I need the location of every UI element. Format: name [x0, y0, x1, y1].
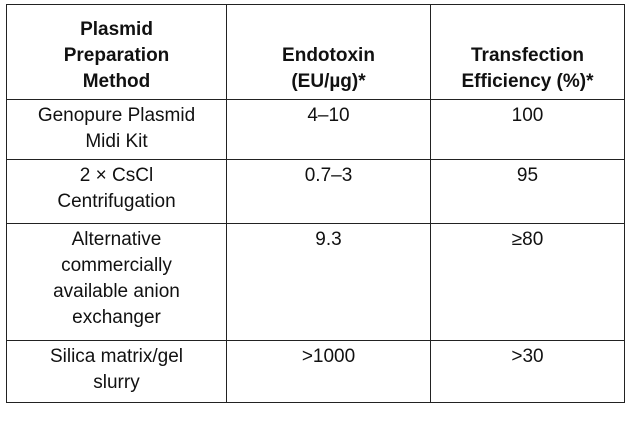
efficiency-cell: >30: [430, 340, 625, 403]
endotoxin-cell: 9.3: [226, 223, 431, 341]
table-row: Alternative commercially available anion…: [6, 223, 625, 341]
method-line: slurry: [93, 372, 140, 393]
table-body: Genopure Plasmid Midi Kit 4–10 100 2 × C…: [6, 99, 625, 403]
table-row: Genopure Plasmid Midi Kit 4–10 100: [6, 99, 625, 160]
method-line: 2 × CsCl: [79, 165, 154, 186]
header-efficiency: Transfection Efficiency (%)*: [430, 4, 625, 100]
method-line: available anion: [53, 281, 180, 302]
header-endotoxin-line: Endotoxin: [282, 45, 375, 66]
method-line: exchanger: [72, 307, 161, 328]
efficiency-cell: 100: [430, 99, 625, 160]
header-method-line: Preparation: [63, 45, 170, 66]
method-cell: Genopure Plasmid Midi Kit: [6, 99, 227, 160]
endotoxin-cell: 4–10: [226, 99, 431, 160]
method-line: Centrifugation: [57, 191, 176, 212]
method-line: Silica matrix/gel: [49, 346, 184, 367]
efficiency-cell: ≥80: [430, 223, 625, 341]
efficiency-cell: 95: [430, 159, 625, 224]
method-line: Midi Kit: [85, 131, 148, 152]
header-efficiency-line: Transfection: [471, 45, 584, 66]
header-endotoxin-line: (EU/µg)*: [291, 71, 366, 92]
header-row: Plasmid Preparation Method Endotoxin (EU…: [6, 4, 625, 100]
method-line: Genopure Plasmid: [37, 105, 196, 126]
header-method-line: Plasmid: [80, 19, 153, 40]
endotoxin-cell: 0.7–3: [226, 159, 431, 224]
plasmid-preparation-table: Plasmid Preparation Method Endotoxin (EU…: [6, 4, 625, 403]
header-efficiency-line: Efficiency (%)*: [461, 71, 594, 92]
method-cell: Silica matrix/gel slurry: [6, 340, 227, 403]
table-header: Plasmid Preparation Method Endotoxin (EU…: [6, 4, 625, 100]
endotoxin-cell: >1000: [226, 340, 431, 403]
header-method: Plasmid Preparation Method: [6, 4, 227, 100]
header-method-line: Method: [82, 71, 151, 92]
table-row: Silica matrix/gel slurry >1000 >30: [6, 340, 625, 403]
method-line: commercially: [61, 255, 172, 276]
method-line: Alternative: [71, 229, 162, 250]
comparison-table-container: Plasmid Preparation Method Endotoxin (EU…: [6, 4, 625, 403]
method-cell: 2 × CsCl Centrifugation: [6, 159, 227, 224]
method-cell: Alternative commercially available anion…: [6, 223, 227, 341]
header-endotoxin: Endotoxin (EU/µg)*: [226, 4, 431, 100]
table-row: 2 × CsCl Centrifugation 0.7–3 95: [6, 159, 625, 224]
